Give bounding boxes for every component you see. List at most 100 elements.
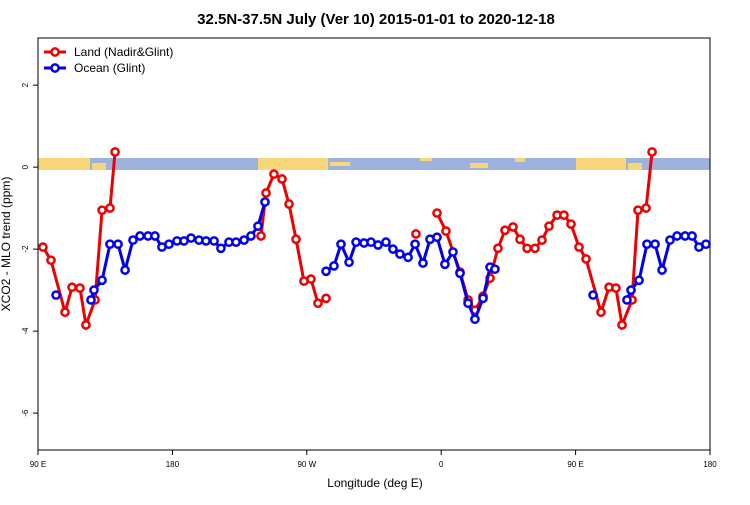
data-point [581,254,591,264]
data-point [403,252,413,263]
data-point [321,266,331,277]
data-point [313,298,323,309]
data-point [209,236,219,246]
data-point [641,203,651,213]
data-point [432,232,442,243]
chart-title: 32.5N-37.5N July (Ver 10) 2015-01-01 to … [197,11,555,28]
data-point [672,231,682,241]
data-point [418,258,428,268]
data-point [508,222,518,232]
y-tick-label: -2 [21,245,30,253]
data-point [38,242,48,252]
data-point [344,257,354,268]
data-point [201,236,211,246]
data-point [395,249,405,259]
y-tick-label: 0 [21,164,30,169]
data-point [432,208,442,218]
data-point [269,169,279,179]
y-tick-label: 2 [21,82,30,87]
data-point [566,219,576,229]
data-point [120,265,130,275]
data-point [622,295,632,305]
data-point [410,239,420,250]
data-point [105,203,115,213]
data-point [411,229,421,239]
data-point [89,285,99,295]
data-point [530,243,540,254]
data-point [657,265,667,275]
data-point [537,235,547,245]
data-point [86,295,96,305]
data-point [60,307,70,318]
data-point [51,290,61,300]
data-point [246,231,256,241]
data-point [110,147,120,157]
x-tick-label: 90 E [30,460,46,469]
data-point [261,188,271,198]
data-point [284,199,294,209]
data-point [596,307,606,318]
x-tick-label: 0 [439,460,444,469]
data-point [687,231,697,241]
data-point [81,320,91,330]
data-point [588,290,598,300]
x-tick-label: 180 [703,460,717,469]
legend-marker [50,63,60,73]
data-point [626,285,636,295]
data-point [186,233,196,243]
data-point [463,298,473,309]
data-point [97,205,107,216]
legend-label: Ocean (Glint) [74,61,145,75]
data-point [478,293,488,304]
data-point [260,197,270,207]
data-point [373,240,383,250]
data-point [231,237,241,248]
series-line [89,201,707,324]
data-point [351,237,361,248]
y-tick-label: -6 [21,409,30,417]
data-point [321,293,331,304]
data-point [634,275,644,286]
data-point [448,247,458,257]
y-tick-label: -4 [21,327,30,335]
data-point [46,255,56,266]
data-point [381,237,391,248]
x-axis-label: Longitude (deg E) [327,476,422,490]
data-point [388,244,398,254]
data-point [611,283,621,293]
data-point [574,242,584,252]
data-point [647,147,657,157]
data-point [559,210,569,220]
data-point [277,174,287,184]
data-point [493,243,503,254]
data-point [164,239,174,250]
data-point [336,239,346,250]
data-point [455,268,465,279]
data-point [470,314,480,325]
data-point [306,274,316,284]
data-point [617,320,627,330]
data-point [650,239,660,250]
data-point [500,225,510,236]
data-point [441,226,451,236]
data-point [522,243,532,254]
legend-label: Land (Nadir&Glint) [74,45,173,59]
data-point [128,235,138,245]
data-point [665,235,675,245]
data-point [329,261,339,271]
data-point [701,239,711,250]
data-point [544,221,554,232]
y-axis-label: XCO2 - MLO trend (ppm) [0,177,13,312]
data-point [253,221,263,232]
land-mask-strip [38,158,710,170]
x-tick-label: 90 E [567,460,583,469]
data-point [216,243,226,254]
x-tick-label: 180 [166,460,180,469]
data-point [239,235,249,245]
data-point [490,264,500,275]
data-point [67,282,77,293]
data-point [75,283,85,293]
data-point [633,205,643,216]
data-point [642,239,652,250]
